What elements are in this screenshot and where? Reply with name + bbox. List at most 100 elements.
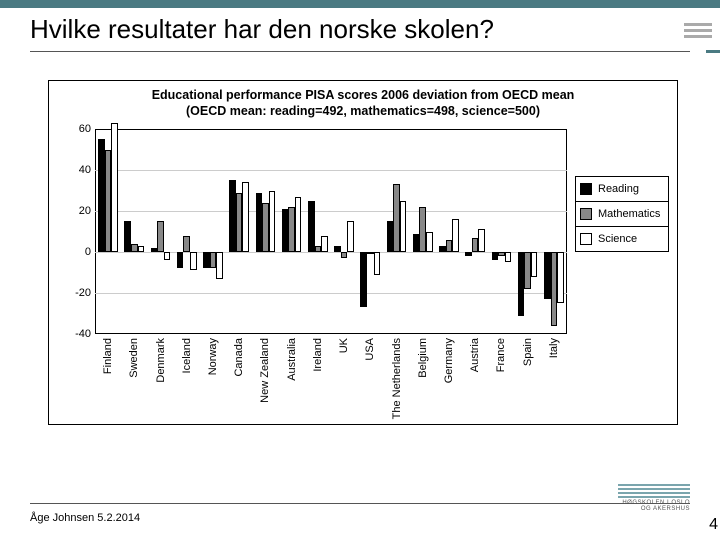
corner-accent (706, 50, 720, 53)
country-group: Iceland (174, 129, 200, 334)
footer-divider (30, 503, 690, 504)
bar-science (190, 252, 197, 270)
country-group: Spain (515, 129, 541, 334)
bar-mathematics (157, 221, 164, 252)
page-title: Hvilke resultater har den norske skolen? (30, 14, 690, 51)
bar-reading (413, 234, 420, 252)
chart-title-line2: (OECD mean: reading=492, mathematics=498… (186, 104, 540, 118)
bar-science (164, 252, 171, 260)
x-category-label: Australia (286, 338, 298, 381)
bar-science (505, 252, 512, 262)
header-accent-band (0, 0, 720, 8)
bar-reading (465, 252, 472, 256)
y-tick-label: 20 (79, 205, 91, 217)
bar-reading (308, 201, 315, 252)
footer-author: Åge Johnsen 5.2.2014 (30, 512, 140, 524)
chart-title: Educational performance PISA scores 2006… (55, 87, 671, 120)
x-category-label: UK (338, 338, 350, 353)
bar-science (374, 252, 381, 275)
bar-reading (387, 221, 394, 252)
country-group: Ireland (305, 129, 331, 334)
bar-reading (544, 252, 551, 299)
country-group: New Zealand (252, 129, 278, 334)
x-category-label: Austria (469, 338, 481, 372)
country-group: Austria (462, 129, 488, 334)
bar-science (242, 182, 249, 252)
y-tick-label: 60 (79, 123, 91, 135)
bar-reading (229, 180, 236, 252)
bar-science (531, 252, 538, 277)
bar-science (478, 229, 485, 252)
menu-icon (684, 20, 712, 41)
bar-reading (439, 246, 446, 252)
x-category-label: New Zealand (259, 338, 271, 403)
bar-science (269, 191, 276, 253)
country-group: Australia (279, 129, 305, 334)
x-category-label: Canada (233, 338, 245, 377)
legend-label-mathematics: Mathematics (598, 208, 660, 220)
x-category-label: The Netherlands (391, 338, 403, 419)
bar-science (216, 252, 223, 279)
country-group: The Netherlands (383, 129, 409, 334)
x-category-label: Germany (443, 338, 455, 383)
footer: Åge Johnsen 5.2.2014 (30, 503, 690, 526)
legend-label-reading: Reading (598, 183, 639, 195)
country-group: Denmark (147, 129, 173, 334)
country-group: UK (331, 129, 357, 334)
legend-item-reading: Reading (576, 177, 668, 202)
country-group: France (488, 129, 514, 334)
legend-label-science: Science (598, 233, 637, 245)
bar-reading (177, 252, 184, 268)
country-group: Finland (95, 129, 121, 334)
y-tick-label: -20 (75, 287, 91, 299)
legend-swatch-mathematics (580, 208, 592, 220)
bar-reading (124, 221, 131, 252)
bar-science (111, 123, 118, 252)
title-divider (30, 51, 690, 52)
x-category-label: Norway (207, 338, 219, 375)
bar-reading (518, 252, 525, 316)
bar-science (321, 236, 328, 252)
title-area: Hvilke resultater har den norske skolen? (30, 14, 690, 52)
x-category-label: Belgium (417, 338, 429, 378)
country-group: Belgium (410, 129, 436, 334)
bar-reading (360, 252, 367, 307)
x-category-label: Spain (522, 338, 534, 366)
chart-frame: Educational performance PISA scores 2006… (48, 80, 678, 425)
x-category-label: Iceland (181, 338, 193, 373)
bar-science (347, 221, 354, 252)
bar-science (400, 201, 407, 252)
bar-science (452, 219, 459, 252)
x-category-label: Italy (548, 338, 560, 358)
legend-swatch-science (580, 233, 592, 245)
bar-reading (282, 209, 289, 252)
legend-swatch-reading (580, 183, 592, 195)
country-group: Germany (436, 129, 462, 334)
bar-mathematics (183, 236, 190, 252)
bar-science (557, 252, 564, 303)
country-group: Canada (226, 129, 252, 334)
country-group: Sweden (121, 129, 147, 334)
bar-reading (256, 193, 263, 252)
bar-science (295, 197, 302, 252)
bar-mathematics (341, 252, 348, 258)
x-category-label: Finland (102, 338, 114, 374)
x-category-label: Denmark (155, 338, 167, 383)
bar-reading (334, 246, 341, 252)
x-category-label: USA (364, 338, 376, 361)
bar-reading (98, 139, 105, 252)
country-group: Italy (541, 129, 567, 334)
bar-reading (492, 252, 499, 260)
page-number: 4 (709, 516, 718, 534)
bar-science (426, 232, 433, 253)
y-tick-label: 0 (85, 246, 91, 258)
y-tick-label: -40 (75, 328, 91, 340)
legend-item-science: Science (576, 227, 668, 251)
y-tick-label: 40 (79, 164, 91, 176)
bar-reading (203, 252, 210, 268)
country-group: USA (357, 129, 383, 334)
x-category-label: France (495, 338, 507, 372)
x-category-label: Sweden (128, 338, 140, 378)
x-category-label: Ireland (312, 338, 324, 372)
legend-item-mathematics: Mathematics (576, 202, 668, 227)
